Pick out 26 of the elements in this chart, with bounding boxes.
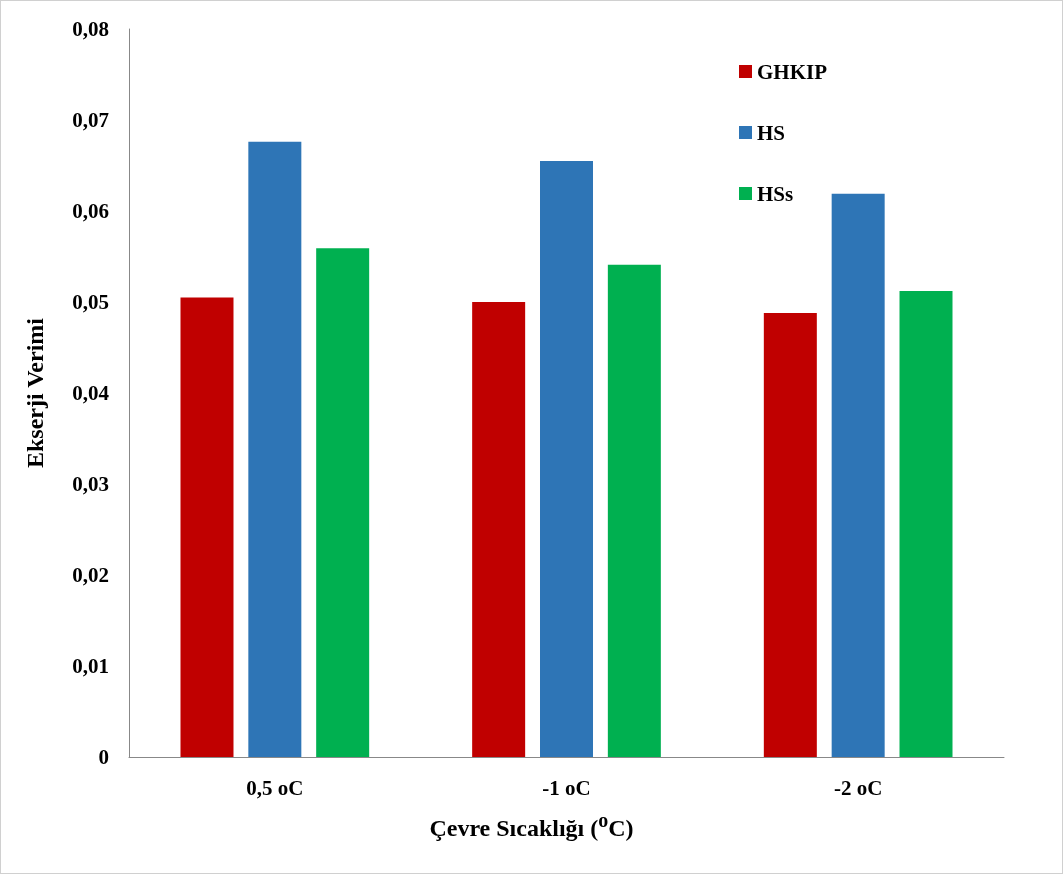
y-tick-label: 0	[98, 745, 109, 769]
legend-label: GHKIP	[757, 59, 828, 84]
bar	[472, 302, 526, 757]
y-tick-label: 0,01	[72, 654, 109, 678]
bar	[607, 264, 661, 757]
bar	[899, 291, 953, 757]
y-tick-label: 0,03	[72, 472, 109, 496]
y-tick-label: 0,02	[72, 563, 109, 587]
x-tick-label: 0,5 oC	[246, 775, 304, 800]
y-tick-label: 0,04	[72, 381, 110, 405]
bar	[763, 312, 817, 757]
bar	[180, 297, 234, 757]
bar	[831, 193, 885, 757]
y-tick-label: 0,05	[72, 290, 109, 314]
x-tick-label: -1 oC	[542, 775, 591, 800]
x-axis-title: Çevre Sıcaklığı ($^{o}$C)	[428, 809, 635, 842]
y-tick-label: 0,08	[72, 17, 109, 41]
y-tick-label: 0,07	[72, 108, 109, 132]
y-axis-title: Ekserji Verimi	[22, 317, 48, 468]
x-tick-label: -2 oC	[833, 775, 883, 800]
bar	[316, 248, 370, 757]
y-tick-label: 0,06	[72, 199, 109, 223]
legend-label: HS	[757, 120, 786, 145]
legend-label: HSs	[757, 181, 794, 206]
bar	[248, 141, 302, 757]
bar	[540, 160, 593, 757]
